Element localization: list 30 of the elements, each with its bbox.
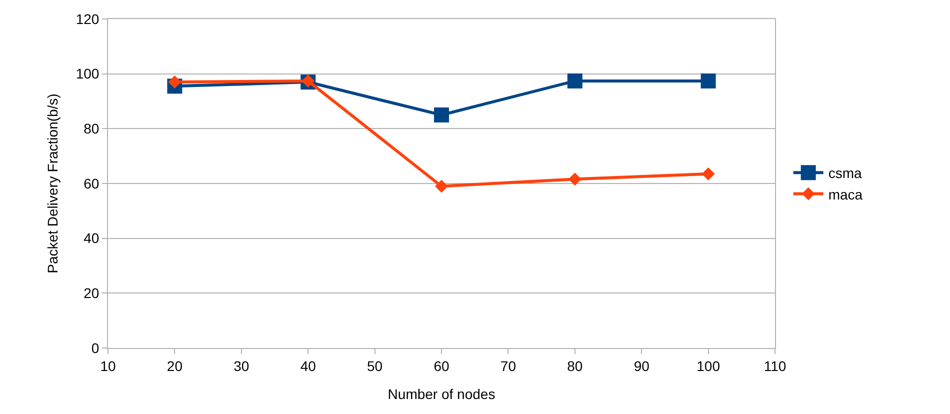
y-tick-label: 20 bbox=[84, 285, 100, 302]
x-tick-label: 80 bbox=[567, 358, 583, 374]
x-tick-label: 60 bbox=[434, 358, 450, 374]
y-tick-label: 0 bbox=[91, 340, 100, 356]
x-tick-label: 10 bbox=[100, 358, 116, 374]
x-tick-label: 90 bbox=[634, 358, 650, 374]
y-tick-label: 80 bbox=[84, 120, 100, 137]
y-tick-label: 120 bbox=[76, 10, 100, 27]
legend-label: csma bbox=[828, 165, 862, 182]
x-tick-label: 100 bbox=[696, 358, 720, 374]
legend-label: maca bbox=[828, 186, 863, 202]
x-tick-label: 30 bbox=[234, 358, 250, 374]
point bbox=[168, 76, 182, 89]
point bbox=[435, 180, 448, 193]
x-axis-title: Number of nodes bbox=[388, 386, 496, 402]
y-tick-label: 100 bbox=[76, 66, 100, 82]
x-tick-label: 70 bbox=[500, 358, 516, 374]
point bbox=[567, 73, 582, 88]
point bbox=[700, 73, 716, 88]
point bbox=[434, 107, 449, 122]
x-tick-label: 110 bbox=[764, 358, 786, 374]
point bbox=[568, 172, 582, 186]
y-tick-label: 40 bbox=[84, 230, 100, 246]
x-tick-label: 20 bbox=[166, 358, 183, 374]
point bbox=[302, 74, 315, 88]
y-tick-label: 60 bbox=[84, 175, 100, 192]
x-tick-label: 50 bbox=[367, 358, 383, 374]
y-axis-title: Packet Delivery Fraction(b/s) bbox=[44, 94, 60, 274]
point bbox=[702, 167, 715, 180]
x-tick-label: 40 bbox=[300, 358, 316, 374]
